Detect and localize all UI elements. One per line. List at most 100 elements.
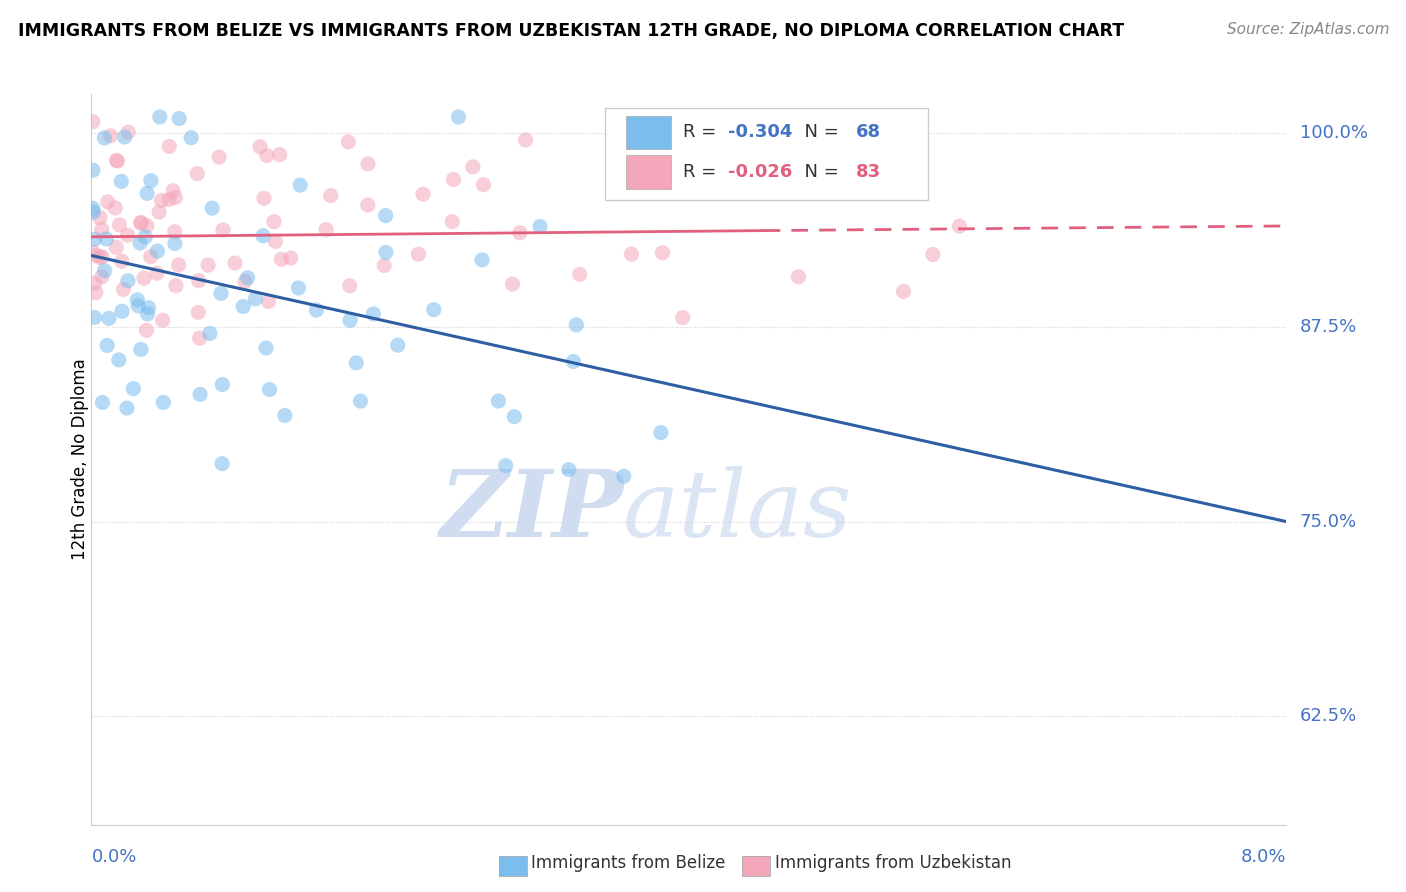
Point xyxy=(471,252,494,267)
Point xyxy=(129,216,152,230)
Point xyxy=(893,285,915,299)
Point xyxy=(150,194,173,208)
Point xyxy=(152,313,174,327)
Point xyxy=(146,266,169,280)
Point xyxy=(374,245,396,260)
Point xyxy=(651,245,673,260)
Point xyxy=(83,232,105,246)
Text: 68: 68 xyxy=(856,123,882,142)
Point xyxy=(112,283,135,297)
Point xyxy=(82,245,104,260)
Point xyxy=(90,269,112,284)
Point xyxy=(613,469,636,483)
Point xyxy=(163,225,186,239)
Point xyxy=(472,178,495,192)
Point xyxy=(105,153,128,168)
Point xyxy=(672,310,695,325)
Point xyxy=(357,198,380,212)
Point xyxy=(263,215,285,229)
Point xyxy=(280,251,302,265)
Point xyxy=(562,354,585,368)
Point xyxy=(105,240,128,254)
Point xyxy=(412,187,434,202)
Point xyxy=(274,409,297,423)
Point xyxy=(107,153,129,168)
Point xyxy=(264,235,287,249)
Point xyxy=(208,150,231,164)
Text: -0.026: -0.026 xyxy=(728,163,793,181)
Point xyxy=(447,110,470,124)
Point xyxy=(529,219,551,234)
Point xyxy=(211,457,233,471)
Point xyxy=(93,131,115,145)
Point xyxy=(288,178,311,193)
Point xyxy=(111,254,134,268)
FancyBboxPatch shape xyxy=(626,116,671,149)
Point xyxy=(232,300,254,314)
Point xyxy=(117,274,139,288)
Point xyxy=(921,247,943,261)
Point xyxy=(89,211,111,225)
Point xyxy=(253,191,276,205)
Point xyxy=(110,174,132,188)
FancyBboxPatch shape xyxy=(605,108,928,200)
Point xyxy=(138,301,160,315)
Point xyxy=(157,139,180,153)
Point xyxy=(134,230,156,244)
Point xyxy=(787,269,810,284)
Point xyxy=(90,222,112,236)
Point xyxy=(188,331,211,345)
Point xyxy=(139,174,162,188)
Point xyxy=(163,236,186,251)
Text: R =: R = xyxy=(683,123,721,142)
Point xyxy=(91,250,114,264)
Point xyxy=(146,244,169,259)
Point xyxy=(152,395,174,409)
Point xyxy=(82,201,104,215)
Text: R =: R = xyxy=(683,163,721,181)
Y-axis label: 12th Grade, No Diploma: 12th Grade, No Diploma xyxy=(72,359,89,560)
Point xyxy=(501,277,523,292)
Point xyxy=(127,299,149,313)
Point xyxy=(107,352,129,367)
Point xyxy=(319,188,342,202)
Text: 0.0%: 0.0% xyxy=(91,848,136,866)
Point xyxy=(84,285,107,300)
Point xyxy=(127,293,149,307)
Point xyxy=(209,286,232,301)
Text: Immigrants from Uzbekistan: Immigrants from Uzbekistan xyxy=(775,855,1011,872)
Point xyxy=(82,114,104,128)
Point xyxy=(252,228,274,243)
FancyBboxPatch shape xyxy=(626,155,671,189)
Point xyxy=(374,209,396,223)
Point xyxy=(165,191,187,205)
Point xyxy=(212,223,235,237)
Point xyxy=(117,125,139,139)
Text: ZIP: ZIP xyxy=(439,466,623,556)
Point xyxy=(789,157,811,171)
Point xyxy=(108,218,131,232)
Point xyxy=(408,247,430,261)
Point xyxy=(149,110,172,124)
Text: Immigrants from Belize: Immigrants from Belize xyxy=(531,855,725,872)
Point xyxy=(860,123,883,137)
Text: 83: 83 xyxy=(856,163,882,181)
Point xyxy=(180,130,202,145)
Point xyxy=(236,270,259,285)
Point xyxy=(256,148,278,162)
Point xyxy=(148,205,170,219)
Point xyxy=(245,292,267,306)
Point xyxy=(96,338,118,352)
Point xyxy=(349,394,371,409)
Point xyxy=(363,307,385,321)
Point xyxy=(97,194,120,209)
Point xyxy=(495,458,517,473)
Point xyxy=(515,133,537,147)
Text: Source: ZipAtlas.com: Source: ZipAtlas.com xyxy=(1226,22,1389,37)
Point xyxy=(165,278,187,293)
Point xyxy=(132,271,155,285)
Point xyxy=(503,409,526,424)
Point xyxy=(441,214,464,228)
Text: -0.304: -0.304 xyxy=(728,123,793,142)
Point xyxy=(568,268,591,282)
